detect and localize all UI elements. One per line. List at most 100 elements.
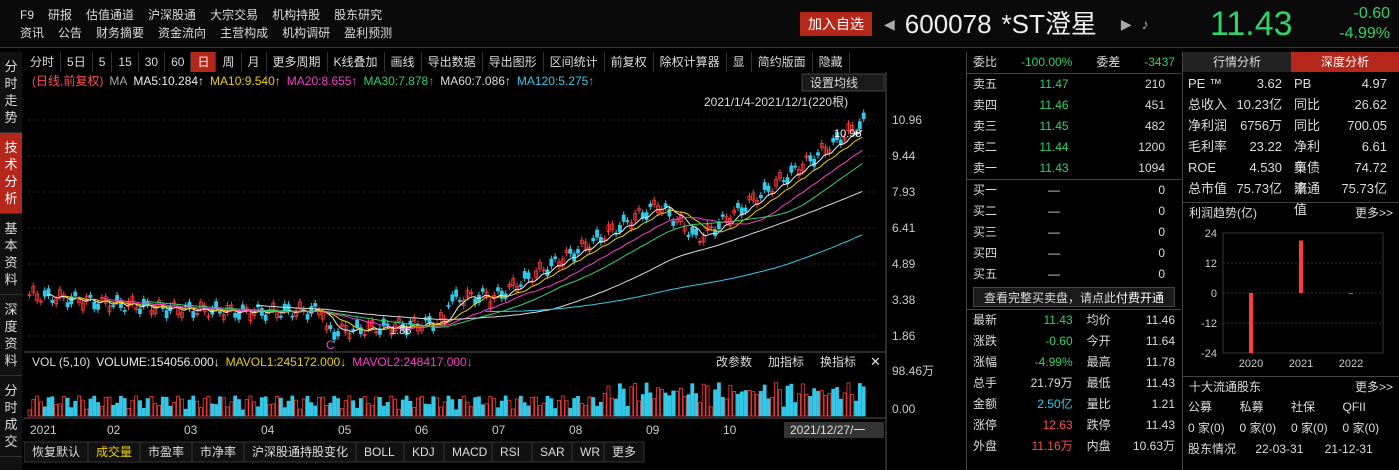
volume-bar — [576, 395, 580, 417]
candle-body — [736, 202, 740, 209]
holder-info: 股东情况 — [1188, 442, 1237, 456]
ma-setting-label: 设置均线 — [810, 76, 858, 90]
left-tab[interactable]: 技术分析 — [0, 133, 22, 214]
y-tick: 1.86 — [892, 329, 916, 343]
indicator-tab[interactable] — [603, 441, 645, 463]
nav-item[interactable]: 机构持股 — [272, 8, 321, 22]
toolbar-item[interactable]: 画线 — [385, 52, 422, 72]
volume-bar — [412, 407, 417, 417]
toolbar-item[interactable]: 更多周期 — [267, 52, 328, 72]
ma-ma10: MA10:9.540↑ — [210, 74, 281, 88]
ask-vol: 482 — [1144, 119, 1165, 133]
volume-bar — [400, 399, 405, 417]
nav-item[interactable]: 估值通道 — [86, 8, 135, 22]
next-stock-icon[interactable]: ▶ — [1120, 16, 1132, 32]
add-watchlist-button[interactable]: 加入自选 — [800, 12, 872, 36]
volume-bar — [678, 388, 683, 417]
volume-bar — [42, 406, 47, 417]
nav-item[interactable]: 资讯 — [20, 26, 45, 40]
nav-item[interactable]: 公告 — [58, 26, 83, 40]
toolbar-item[interactable]: 显 — [727, 52, 752, 72]
more-link-holders[interactable]: 更多>> — [1354, 380, 1393, 394]
volume-bar — [320, 396, 325, 417]
nav-item[interactable]: 主营构成 — [220, 26, 269, 40]
toolbar-item[interactable]: 5 — [93, 52, 113, 72]
volume-bar — [149, 395, 154, 417]
toolbar-item[interactable]: 导出数据 — [422, 52, 483, 72]
nav-item[interactable]: 资金流向 — [158, 26, 207, 40]
fund-tab[interactable]: 行情分析 — [1183, 52, 1291, 72]
volume-bar — [610, 397, 615, 417]
left-tab[interactable]: 分时成交 — [0, 376, 22, 457]
kline-chart[interactable]: (日线,前复权) MA MA5:10.284↑ MA10:9.540↑ MA20:8.6… — [23, 72, 964, 470]
x-tick: 07 — [492, 423, 506, 437]
nav-item[interactable]: 盈利预测 — [344, 26, 393, 40]
vol-button[interactable]: 改参数 — [716, 354, 752, 369]
ma-ma20: MA20:8.655↑ — [287, 74, 358, 88]
candle-body — [233, 312, 238, 318]
toolbar-item[interactable]: 周 — [216, 52, 242, 72]
toolbar-item[interactable]: 5日 — [61, 52, 93, 72]
left-tab[interactable]: 深度资料 — [0, 295, 22, 376]
volume-bar — [187, 399, 192, 417]
candle-body — [861, 112, 866, 120]
bid-price: — — [1048, 246, 1060, 260]
toolbar-item[interactable]: 15 — [112, 52, 139, 72]
candle-body — [557, 261, 561, 268]
toolbar-item[interactable]: 60 — [165, 52, 192, 72]
candle-body — [42, 290, 47, 297]
vol-button[interactable]: 加指标 — [768, 354, 804, 369]
toolbar-item[interactable]: 简约版面 — [752, 52, 813, 72]
volume-bar — [541, 402, 546, 417]
ask-label: 卖四 — [973, 98, 998, 112]
nav-item[interactable]: 财务摘要 — [96, 26, 145, 40]
candle-body — [857, 121, 862, 129]
fund-tab[interactable]: 深度分析 — [1291, 52, 1399, 72]
nav-item[interactable]: F9 — [20, 8, 35, 22]
toolbar-item[interactable]: 30 — [139, 52, 166, 72]
candle-body — [835, 132, 839, 140]
volume-bar — [675, 390, 679, 417]
left-tab[interactable]: 基本资料 — [0, 214, 22, 295]
volume-bar — [393, 398, 398, 417]
volume-bar — [385, 402, 390, 417]
toolbar-item[interactable]: 日 — [191, 52, 217, 72]
stat-value: -0.60 — [1045, 334, 1073, 348]
nav-item[interactable]: 沪深股通 — [148, 8, 197, 22]
volume-bar — [530, 396, 535, 417]
ma-setting-button[interactable] — [801, 73, 885, 92]
y-tick: 4.89 — [892, 257, 916, 271]
nav-item[interactable]: 股东研究 — [334, 8, 383, 22]
nav-item[interactable]: 大宗交易 — [210, 8, 259, 22]
nav-item[interactable]: 机构调研 — [282, 26, 331, 40]
toolbar-item[interactable]: 导出图形 — [483, 52, 544, 72]
kline-svg[interactable]: (日线,前复权) MA MA5:10.284↑ MA10:9.540↑ MA20:8.6… — [23, 72, 964, 470]
vol-button[interactable]: 换指标 — [820, 354, 856, 369]
toolbar-item[interactable]: K线叠加 — [328, 52, 385, 72]
candle-body — [602, 238, 607, 241]
toolbar-item[interactable]: 隐藏 — [813, 52, 850, 72]
speaker-icon[interactable]: ♪ — [1141, 16, 1149, 32]
toolbar-item[interactable]: 分时 — [24, 52, 62, 72]
stat-row: 涨停 12.63 跌停 11.43 — [967, 415, 1181, 436]
volume-bar — [846, 382, 851, 417]
volume-bar — [446, 395, 451, 417]
toolbar-item[interactable]: 区间统计 — [544, 52, 605, 72]
fund-label: 同比 — [1294, 97, 1321, 112]
volume-bar — [54, 404, 59, 417]
left-tab[interactable]: 分时走势 — [0, 52, 22, 133]
volume-bar — [656, 387, 660, 417]
toolbar-item[interactable]: 除权计算器 — [654, 52, 727, 72]
more-link[interactable]: 更多>> — [1354, 206, 1393, 220]
bid-label: 买二 — [973, 204, 998, 218]
prev-stock-icon[interactable]: ◀ — [884, 16, 895, 32]
volume-bar — [461, 395, 466, 417]
fund-label: 总收入 — [1188, 97, 1228, 112]
stat-value: 11.16万 — [1031, 439, 1073, 453]
full-book-link[interactable]: 查看完整买卖盘，请点此付费开通 — [973, 287, 1175, 307]
volume-bar — [252, 401, 257, 417]
toolbar-item[interactable]: 月 — [242, 52, 267, 72]
nav-item[interactable]: 研报 — [48, 8, 73, 22]
toolbar-item[interactable]: 前复权 — [605, 52, 654, 72]
close-icon[interactable]: ✕ — [870, 354, 881, 369]
